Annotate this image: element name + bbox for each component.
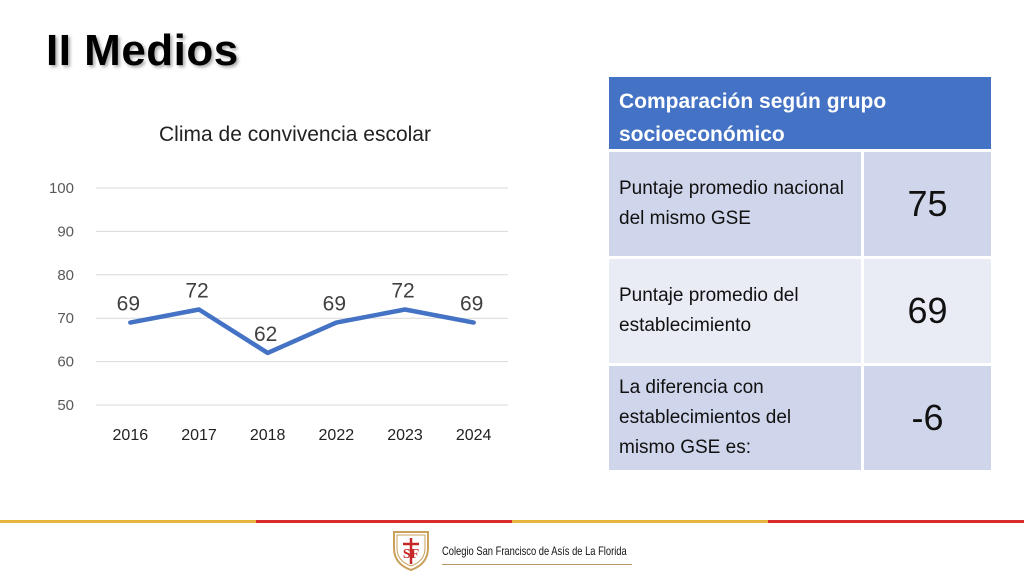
table-row: Puntaje promedio del establecimiento 69 <box>609 256 991 363</box>
y-tick-label: 60 <box>57 354 74 371</box>
x-tick-label: 2022 <box>319 427 355 444</box>
school-name-underline <box>442 564 632 565</box>
row-label-school: Puntaje promedio del establecimiento <box>609 259 864 363</box>
row-value-national: 75 <box>864 152 991 256</box>
y-tick-label: 80 <box>57 267 74 284</box>
y-tick-label: 100 <box>49 180 74 197</box>
x-tick-label: 2024 <box>456 427 492 444</box>
school-logo: SF <box>390 528 432 572</box>
data-label: 69 <box>460 293 483 316</box>
y-tick-label: 90 <box>57 223 74 240</box>
school-name: Colegio San Francisco de Asís de La Flor… <box>442 544 627 558</box>
line-chart: 100 90 80 70 60 50 2016 2017 2018 2022 2023 2024 69 7… <box>0 0 560 470</box>
x-tick-label: 2016 <box>113 427 149 444</box>
table-row: Puntaje promedio nacional del mismo GSE … <box>609 149 991 256</box>
x-tick-label: 2018 <box>250 427 286 444</box>
table-row: La diferencia con establecimientos del m… <box>609 363 991 470</box>
comparison-table: Comparación según grupo socioeconómico P… <box>609 77 991 470</box>
x-tick-label: 2023 <box>387 427 423 444</box>
data-label: 62 <box>254 323 277 346</box>
x-tick-label: 2017 <box>181 427 217 444</box>
data-label: 69 <box>323 293 346 316</box>
y-tick-label: 50 <box>57 397 74 414</box>
table-header: Comparación según grupo socioeconómico <box>609 77 991 149</box>
footer-divider-red <box>256 520 512 523</box>
series-line <box>130 310 473 353</box>
row-value-difference: -6 <box>864 366 991 470</box>
row-label-national: Puntaje promedio nacional del mismo GSE <box>609 152 864 256</box>
row-label-difference: La diferencia con establecimientos del m… <box>609 366 864 470</box>
footer-divider-gold <box>512 520 768 523</box>
y-tick-label: 70 <box>57 310 74 327</box>
footer-divider-red <box>768 520 1024 523</box>
data-label: 72 <box>185 280 208 303</box>
data-label: 69 <box>117 293 140 316</box>
data-label: 72 <box>391 280 414 303</box>
svg-text:SF: SF <box>403 547 419 562</box>
footer-divider-gold <box>0 520 256 523</box>
row-value-school: 69 <box>864 259 991 363</box>
